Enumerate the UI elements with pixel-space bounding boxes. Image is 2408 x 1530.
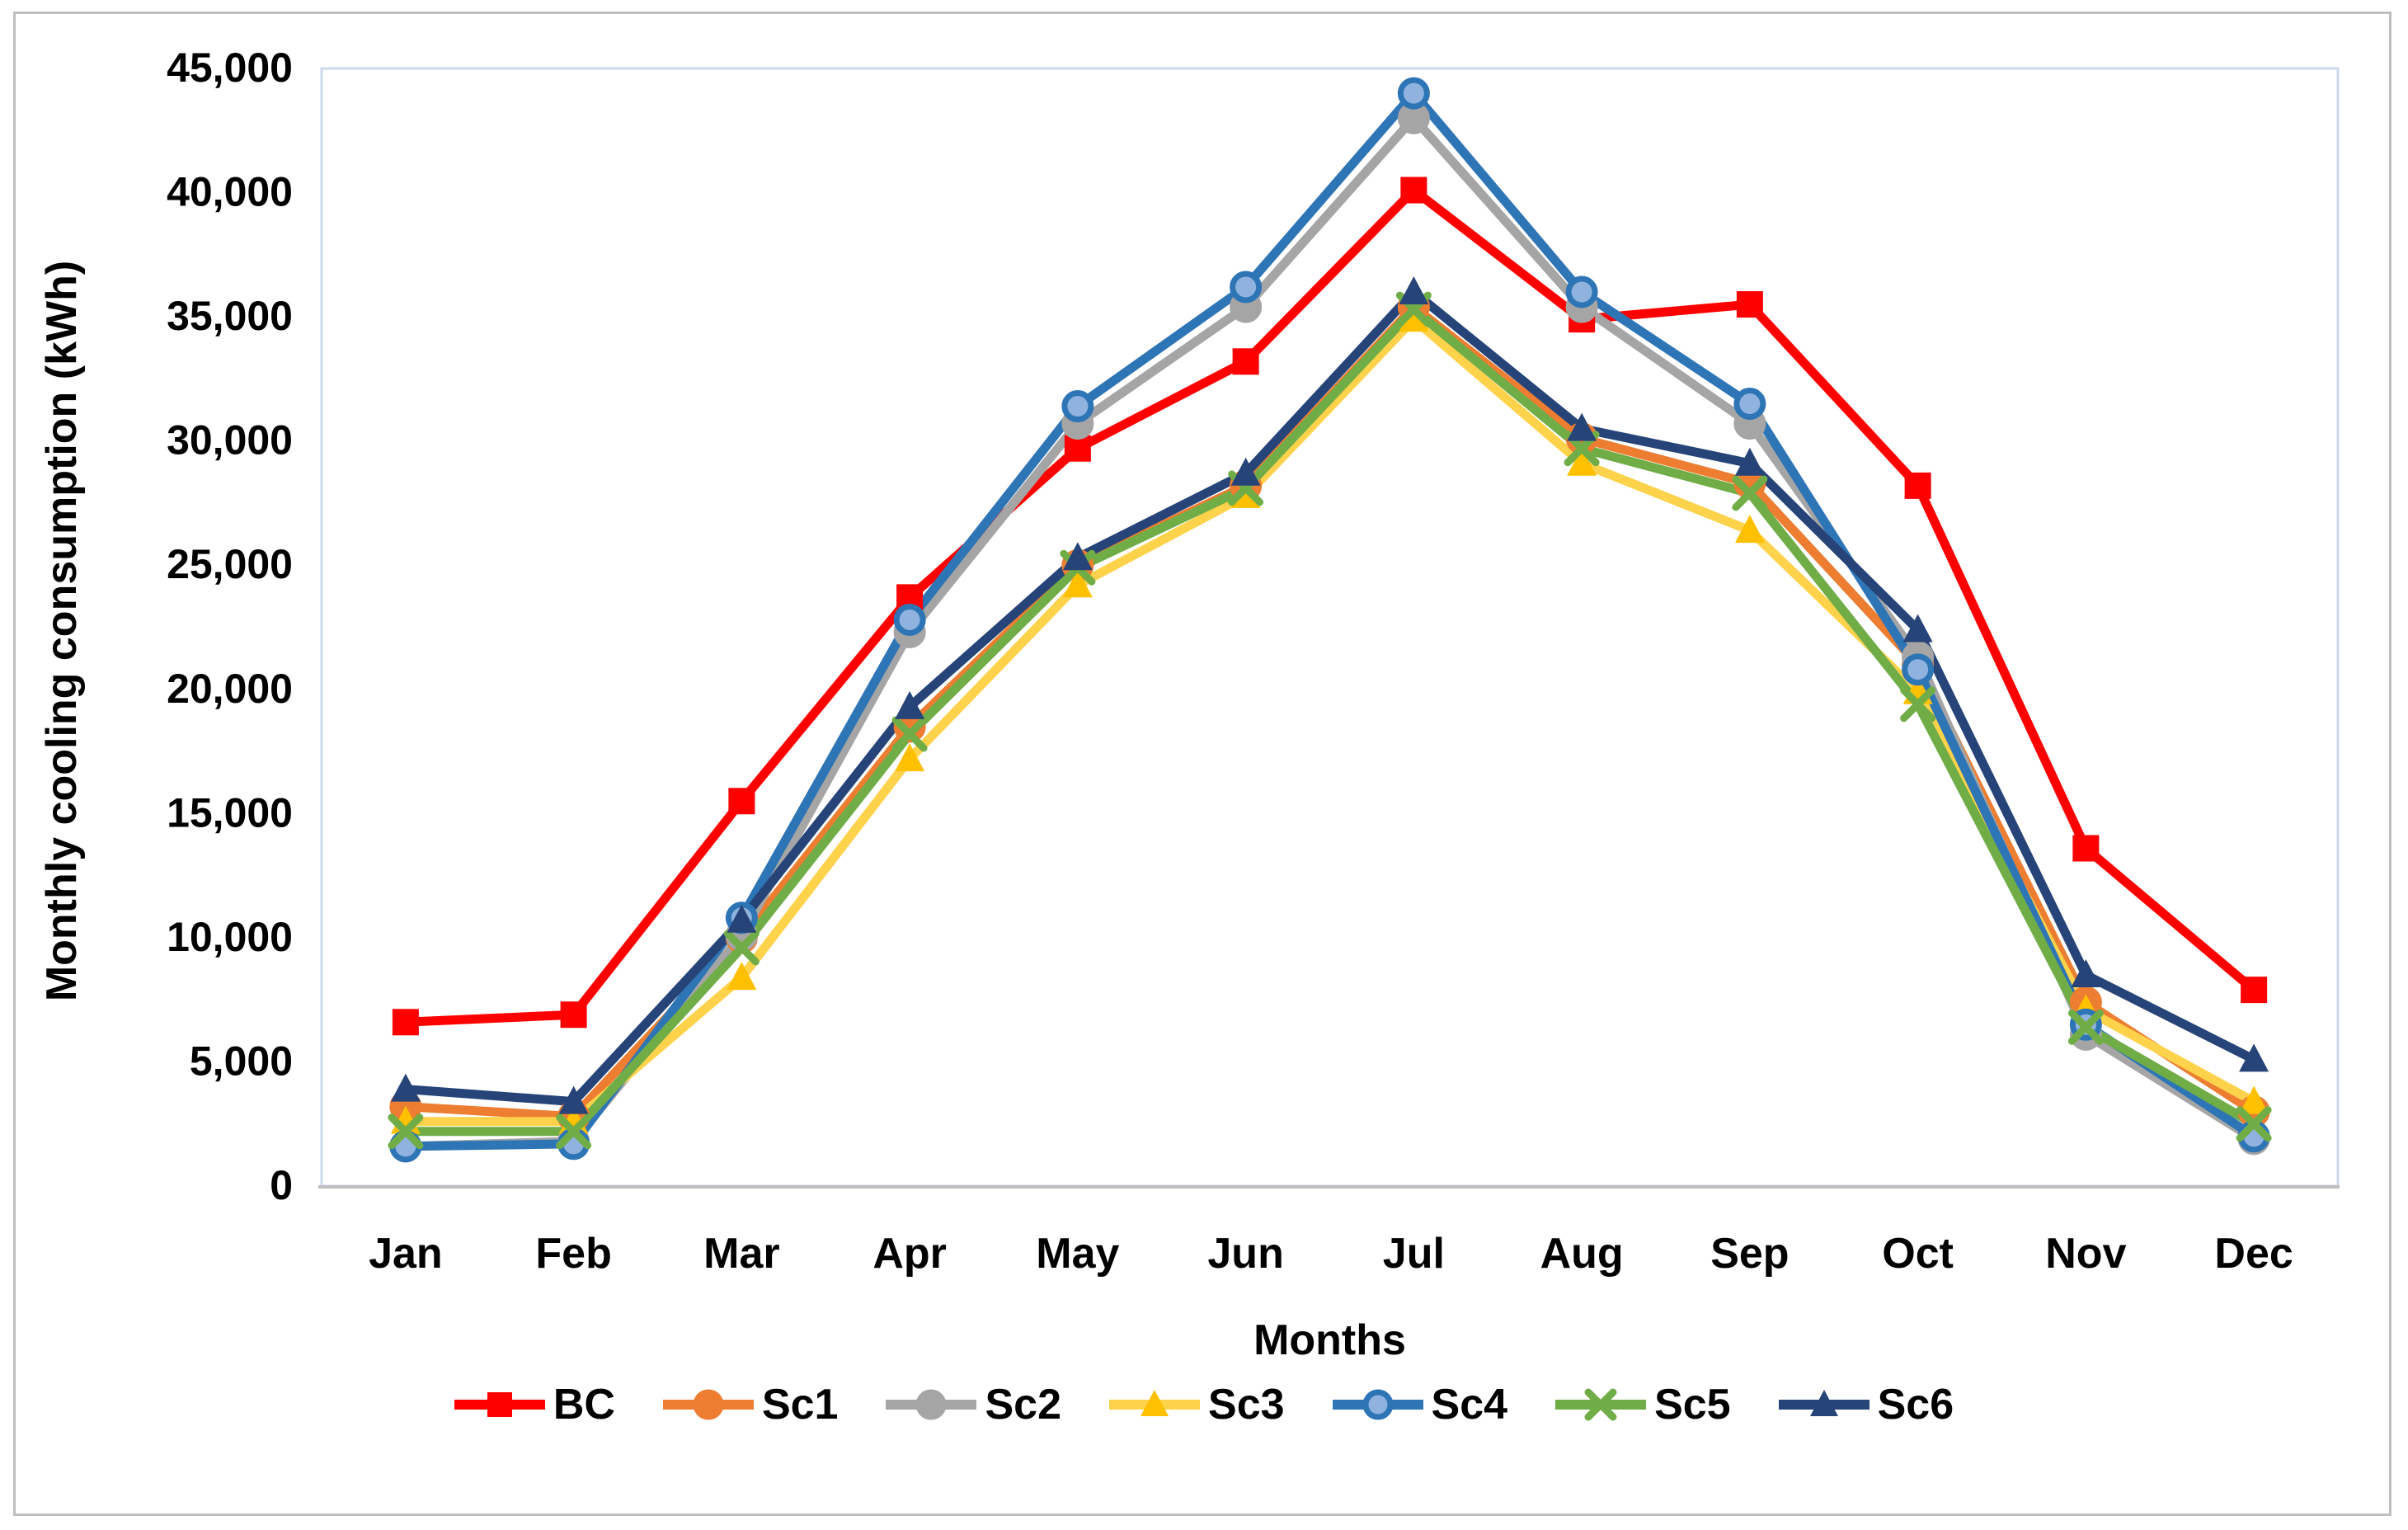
- legend-label-Sc5: Sc5: [1654, 1381, 1731, 1429]
- series-Sc6-line: [401, 287, 2259, 1107]
- series-Sc3-line: [401, 314, 2259, 1127]
- y-tick-label: 20,000: [167, 666, 293, 712]
- x-tick-label-Sep: Sep: [1710, 1230, 1789, 1278]
- y-tick-label: 30,000: [167, 417, 293, 464]
- legend-item-BC: BC: [454, 1382, 615, 1428]
- legend-marker-Sc2: [886, 1389, 977, 1420]
- series-Sc5-line: [401, 304, 2259, 1137]
- chart-legend: BC Sc1 Sc2 Sc3 Sc4 Sc5 Sc6: [0, 1382, 2408, 1428]
- legend-marker-Sc6: [1778, 1390, 1869, 1416]
- plot-area-border: [320, 67, 2340, 1188]
- x-tick-label-Jan: Jan: [369, 1230, 443, 1278]
- legend-marker-BC: [454, 1392, 545, 1417]
- legend-label-Sc1: Sc1: [761, 1381, 839, 1429]
- y-tick-label: 15,000: [167, 789, 293, 836]
- y-tick-label: 40,000: [167, 169, 293, 215]
- figure-border: [13, 12, 2392, 1516]
- legend-label-Sc4: Sc4: [1431, 1381, 1508, 1429]
- legend-marker-Sc3: [1109, 1390, 1201, 1416]
- legend-marker-Sc4: [1332, 1389, 1423, 1420]
- legend-label-Sc6: Sc6: [1877, 1381, 1954, 1429]
- legend-item-Sc5: Sc5: [1555, 1382, 1731, 1428]
- x-axis-title: Months: [1253, 1316, 1406, 1364]
- legend-item-Sc6: Sc6: [1778, 1381, 1954, 1429]
- y-tick-label: 35,000: [167, 293, 293, 339]
- x-tick-label-Feb: Feb: [535, 1230, 611, 1278]
- legend-marker-Sc5: [1555, 1388, 1647, 1421]
- legend-label-BC: BC: [553, 1381, 615, 1429]
- series-BC-line: [401, 186, 2259, 1027]
- x-tick-label-Nov: Nov: [2045, 1230, 2126, 1278]
- series-BC-markers: [392, 177, 2268, 1036]
- series-Sc6-markers: [390, 276, 2269, 1114]
- x-tick-label-Jun: Jun: [1207, 1230, 1283, 1278]
- x-tick-label-Aug: Aug: [1540, 1230, 1624, 1278]
- x-tick-label-May: May: [1036, 1230, 1119, 1278]
- legend-marker-Sc1: [662, 1389, 754, 1420]
- legend-label-Sc2: Sc2: [985, 1381, 1062, 1429]
- x-tick-label-Jul: Jul: [1383, 1230, 1445, 1278]
- x-tick-label-Apr: Apr: [872, 1230, 947, 1278]
- y-tick-label: 0: [270, 1162, 293, 1208]
- x-tick-label-Oct: Oct: [1882, 1230, 1954, 1278]
- legend-item-Sc1: Sc1: [662, 1381, 839, 1429]
- legend-item-Sc2: Sc2: [886, 1382, 1061, 1428]
- legend-item-Sc4: Sc4: [1332, 1381, 1508, 1429]
- y-tick-label: 5,000: [190, 1038, 293, 1084]
- y-axis-title: Monthly cooling consumption (kWh): [38, 260, 86, 1002]
- x-tick-label-Mar: Mar: [703, 1230, 779, 1278]
- x-tick-label-Dec: Dec: [2214, 1230, 2293, 1278]
- legend-label-Sc3: Sc3: [1208, 1381, 1285, 1429]
- y-tick-label: 10,000: [167, 914, 293, 960]
- series-BC: [392, 177, 2268, 1036]
- y-tick-label: 45,000: [167, 45, 293, 91]
- legend-item-Sc3: Sc3: [1109, 1382, 1285, 1428]
- y-tick-label: 25,000: [167, 541, 293, 587]
- series-Sc6: [390, 276, 2269, 1114]
